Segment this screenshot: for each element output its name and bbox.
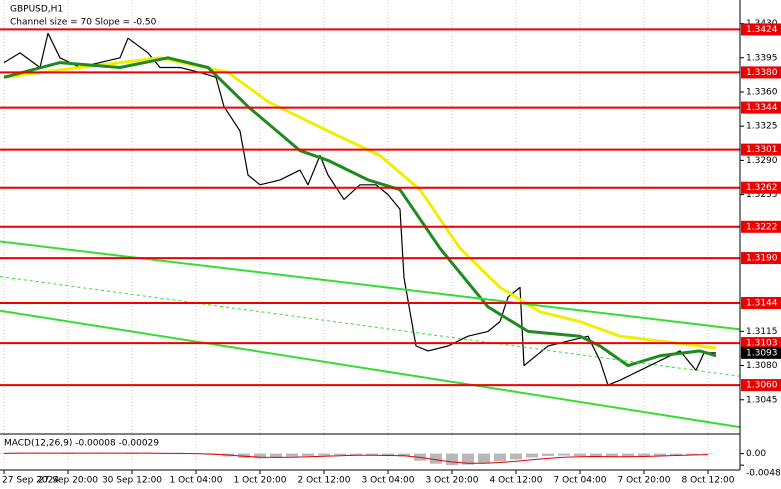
x-tick-label: 30 Sep 12:00: [102, 476, 162, 486]
macd-title: MACD(12,26,9) -0.00008 -0.00029: [4, 439, 159, 449]
macd-bar: [590, 453, 602, 457]
y-tick-label: -0.00483: [746, 469, 781, 479]
macd-bar: [318, 453, 330, 456]
macd-signal: [3, 452, 709, 464]
x-tick-label: 8 Oct 12:00: [682, 476, 735, 486]
macd-bar: [254, 453, 266, 459]
x-tick-label: 4 Oct 12:00: [490, 476, 543, 486]
level-label-box: [741, 143, 781, 156]
level-label: 1.3424: [746, 25, 778, 35]
level-label: 1.3301: [746, 145, 778, 155]
macd-bar: [446, 453, 458, 466]
x-tick-label: 2 Oct 12:00: [298, 476, 351, 486]
level-label-box: [741, 337, 781, 350]
macd-bar: [558, 453, 570, 456]
macd-bar: [670, 453, 682, 456]
level-label: 1.3103: [746, 339, 778, 349]
x-tick-label: 27 Sep 2024: [2, 476, 59, 486]
level-label: 1.3380: [746, 68, 778, 78]
x-tick-label: 3 Oct 20:00: [426, 476, 479, 486]
last-price-box: [741, 346, 781, 359]
macd-bar: [350, 453, 362, 455]
macd-bar: [62, 453, 74, 454]
macd-bar: [478, 453, 490, 464]
macd-bar: [606, 453, 618, 457]
macd-bar: [398, 453, 410, 457]
x-tick-label: 7 Oct 04:00: [554, 476, 607, 486]
macd-bar: [622, 453, 634, 457]
macd-bar: [510, 453, 522, 460]
macd-bar: [542, 453, 554, 456]
macd-bar: [286, 453, 298, 457]
level-label: 1.3262: [746, 183, 778, 193]
level-label-box: [741, 181, 781, 194]
y-tick-label: 1.3115: [746, 327, 778, 337]
price-series: [0, 276, 741, 377]
level-label: 1.3190: [746, 254, 778, 264]
last-price-label: 1.3093: [746, 348, 778, 358]
macd-bar: [462, 453, 474, 465]
macd-bar: [526, 453, 538, 458]
y-tick-label: 1.3045: [746, 395, 778, 405]
y-tick-label: 1.3360: [746, 87, 778, 97]
macd-bar: [494, 453, 506, 462]
y-tick-label: 1.3290: [746, 156, 778, 166]
level-label: 1.3222: [746, 222, 778, 232]
macd-bar: [334, 453, 346, 456]
chart-title: GBPUSD,H1: [10, 5, 63, 15]
macd-bar: [382, 453, 394, 456]
level-label-box: [741, 379, 781, 392]
x-tick-label: 1 Oct 20:00: [234, 476, 287, 486]
macd-bar: [270, 453, 282, 458]
level-label: 1.3060: [746, 381, 778, 391]
x-tick-label: 27 Sep 20:00: [38, 476, 98, 486]
macd-bar: [366, 453, 378, 456]
y-tick-label: 1.3255: [746, 190, 778, 200]
level-label: 1.3144: [746, 299, 778, 309]
macd-bar: [302, 453, 314, 456]
y-tick-label: 1.3325: [746, 122, 778, 132]
level-label-box: [741, 297, 781, 310]
x-tick-label: 7 Oct 20:00: [618, 476, 671, 486]
y-tick-label: 1.3080: [746, 361, 778, 371]
level-label-box: [741, 101, 781, 114]
macd-bar: [574, 453, 586, 456]
price-series: [0, 240, 741, 331]
price-series: [0, 309, 741, 429]
macd-bar: [126, 453, 138, 454]
level-label-box: [741, 66, 781, 79]
level-label-box: [741, 252, 781, 265]
macd-bar: [654, 453, 666, 456]
macd-bar: [430, 453, 442, 464]
level-label: 1.3344: [746, 103, 778, 113]
y-tick-label: 0.00: [746, 449, 766, 459]
macd-bar: [686, 453, 698, 455]
macd-bar: [702, 453, 714, 455]
price-series: [3, 32, 716, 386]
x-tick-label: 1 Oct 04:00: [170, 476, 223, 486]
level-label-box: [741, 23, 781, 36]
level-label-box: [741, 220, 781, 233]
price-series: [3, 56, 717, 368]
y-tick-label: 1.3395: [746, 53, 778, 63]
macd-bar: [638, 453, 650, 456]
chart-subtitle: Channel size = 70 Slope = -0.50: [10, 18, 157, 28]
x-tick-label: 3 Oct 04:00: [362, 476, 415, 486]
